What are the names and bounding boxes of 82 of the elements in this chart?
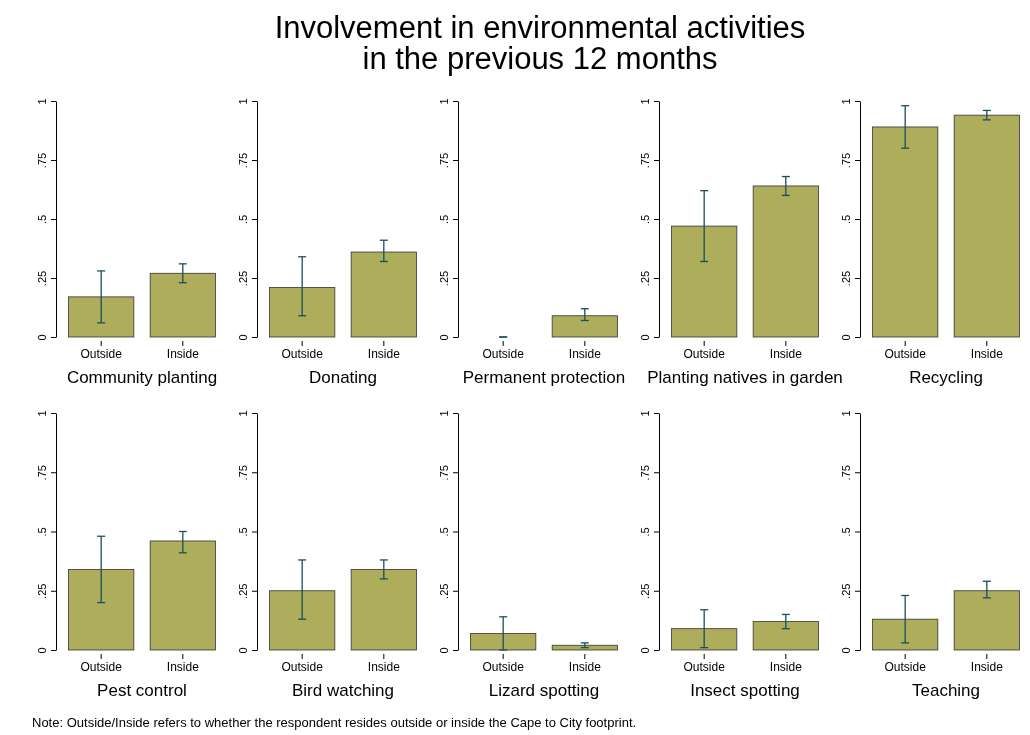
y-tick-label: 1 [638,410,651,417]
y-tick-label: .5 [236,214,249,225]
x-tick-label: Outside [80,346,123,361]
y-tick-label: 0 [35,647,48,654]
y-tick-label: .5 [839,214,852,225]
x-tick-label: Inside [568,659,602,674]
x-tick-label: Outside [482,346,525,361]
x-tick-label: Outside [683,346,726,361]
y-tick-label: .75 [437,465,450,481]
y-tick-label: .25 [35,270,48,287]
y-tick-label: 0 [35,334,48,341]
x-tick-label: Inside [970,346,1004,361]
x-axis-title: Lizard spotting [488,681,600,700]
y-tick-label: 0 [839,334,852,341]
y-tick-label: 1 [35,410,48,417]
y-tick-label: 1 [638,98,651,105]
y-tick-label: 1 [839,410,852,417]
y-tick-label: 1 [35,98,48,105]
y-tick-label: .25 [437,270,450,287]
y-tick-label: 1 [236,410,249,417]
y-tick-label: .75 [236,152,249,169]
y-tick-label: .25 [35,583,48,599]
y-tick-label: .5 [437,527,450,537]
y-tick-label: .75 [35,152,48,169]
y-tick-label: .75 [236,465,249,481]
x-axis-title: Teaching [911,681,981,700]
y-tick-label: 0 [236,647,249,654]
y-tick-label: 0 [437,334,450,341]
y-tick-label: 0 [437,647,450,654]
x-axis-title: Permanent protection [462,368,626,387]
x-tick-label: Inside [166,346,200,361]
y-tick-label: 1 [236,98,249,105]
y-tick-label: 0 [839,647,852,654]
y-tick-label: .5 [638,214,651,225]
x-axis-title: Recycling [909,368,983,387]
y-tick-label: 1 [437,410,450,417]
x-axis-title: Donating [308,368,378,387]
y-tick-label: .75 [437,152,450,169]
y-tick-label: .75 [35,465,48,481]
x-tick-label: Inside [769,659,803,674]
y-tick-label: .25 [236,270,249,287]
x-tick-label: Inside [970,659,1004,674]
y-tick-label: .25 [437,583,450,599]
y-tick-label: 1 [839,98,852,105]
x-tick-label: Outside [683,659,726,674]
y-tick-label: .5 [839,527,852,537]
x-tick-label: Outside [884,346,927,361]
x-tick-label: Inside [166,659,200,674]
y-tick-label: .25 [236,583,249,599]
y-tick-label: .75 [638,152,651,169]
x-tick-label: Outside [482,659,525,674]
y-tick-label: 1 [437,98,450,105]
y-tick-label: .75 [839,152,852,169]
y-tick-label: .5 [236,527,249,537]
x-axis-title: Pest control [97,681,187,700]
x-axis-title: Insect spotting [690,681,800,700]
x-tick-label: Inside [769,346,803,361]
y-tick-label: .25 [638,270,651,287]
x-tick-label: Inside [367,346,401,361]
y-tick-label: .5 [437,214,450,225]
x-tick-label: Inside [568,346,602,361]
y-tick-label: .75 [839,465,852,481]
text: Note: Outside/Inside refers to whether the respondent resides outside or inside the Cape to City footprint. [32,715,637,730]
y-tick-label: 0 [638,334,651,341]
y-tick-label: .25 [839,270,852,287]
y-tick-label: .25 [839,583,852,599]
y-tick-label: .75 [638,465,651,481]
x-tick-label: Inside [367,659,401,674]
y-tick-label: .5 [638,527,651,537]
x-tick-label: Outside [80,659,123,674]
x-axis-title: Planting natives in garden [647,368,843,387]
y-tick-label: .5 [35,527,48,537]
y-tick-label: .5 [35,214,48,225]
y-tick-label: .25 [638,583,651,599]
x-tick-label: Outside [281,659,324,674]
x-tick-label: Outside [281,346,324,361]
y-tick-label: 0 [638,647,651,654]
x-axis-title: Bird watching [291,681,395,700]
x-axis-title: Community planting [66,368,218,387]
y-tick-label: 0 [236,334,249,341]
chart-title: Involvement in environmental activities in the previous 12 months [274,10,806,76]
x-tick-label: Outside [884,659,927,674]
